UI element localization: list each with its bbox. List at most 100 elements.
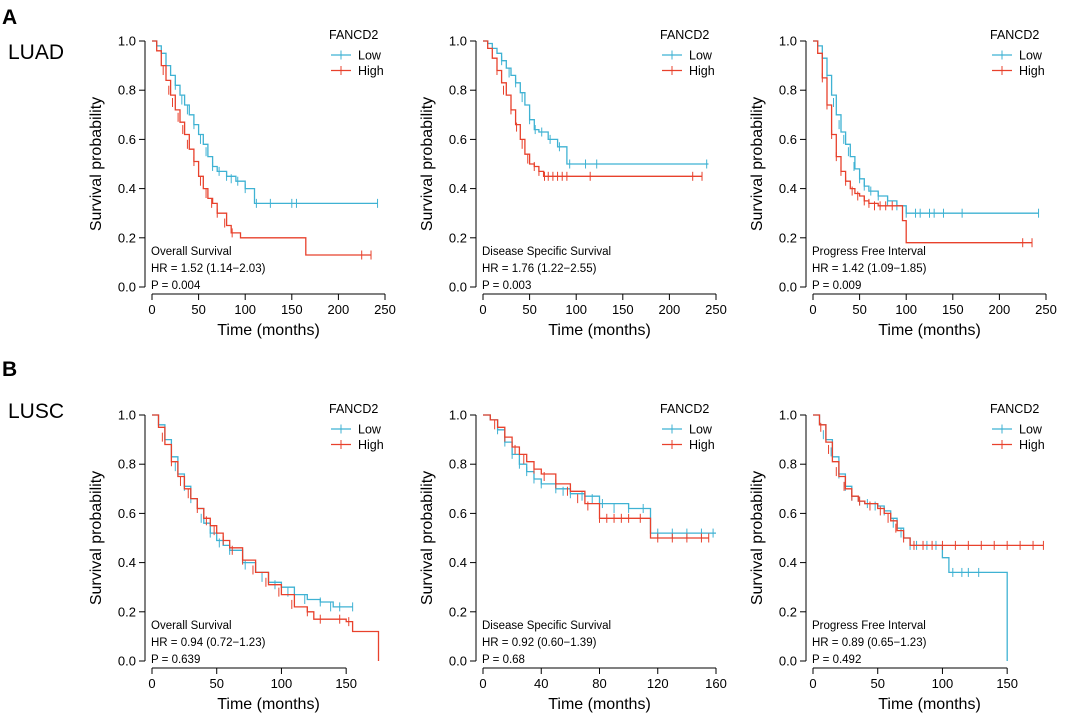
survival-curve-low [483, 40, 709, 165]
x-tick-label: 50 [522, 302, 536, 317]
legend-label-high: High [1019, 64, 1045, 78]
y-axis-title: Survival probability [419, 471, 436, 605]
survival-curve-low [813, 40, 1039, 214]
x-tick-label: 0 [148, 302, 155, 317]
panel-letter-a: A [2, 6, 17, 29]
y-tick-label: 0.0 [118, 654, 136, 669]
y-tick-label: 0.6 [118, 132, 136, 147]
x-tick-label: 120 [647, 676, 669, 691]
y-tick-label: 0.2 [118, 604, 136, 619]
x-tick-label: 50 [191, 302, 205, 317]
y-tick-label: 0.0 [779, 654, 797, 669]
cohort-label-lusc: LUSC [8, 400, 64, 423]
y-tick-label: 0.2 [118, 230, 136, 245]
survival-curve-high [152, 414, 380, 661]
survival-curve-low [483, 414, 716, 534]
y-tick-label: 0.4 [118, 555, 136, 570]
y-axis-title: Survival probability [419, 97, 436, 231]
panel-a-labels: A LUAD [2, 6, 64, 64]
x-tick-label: 160 [705, 676, 727, 691]
y-tick-label: 0.8 [449, 457, 467, 472]
legend-label-low: Low [689, 49, 713, 63]
survival-curve-low [152, 414, 353, 608]
km-plot-2: 0.0 0.2 0.4 0.6 0.8 1.0 0 50 100 150 200 250 Time (m… [419, 28, 727, 339]
hazard-ratio-label: HR = 0.94 (0.72−1.23) [151, 637, 266, 649]
km-plot-4: 0.0 0.2 0.4 0.6 0.8 1.0 0 50 100 150 Time (months)… [88, 402, 384, 713]
hazard-ratio-label: HR = 1.42 (1.09−1.85) [812, 263, 927, 275]
legend-label-high: High [1019, 438, 1045, 452]
x-tick-label: 100 [565, 302, 587, 317]
x-tick-label: 100 [895, 302, 917, 317]
x-tick-label: 0 [479, 676, 486, 691]
x-tick-label: 250 [1035, 302, 1057, 317]
survival-type-label: Progress Free Interval [812, 620, 926, 632]
y-axis-title: Survival probability [88, 471, 105, 605]
y-tick-label: 0.4 [779, 555, 797, 570]
y-tick-label: 0.4 [118, 181, 136, 196]
survival-type-label: Disease Specific Survival [482, 620, 611, 632]
legend-label-low: Low [1019, 423, 1043, 437]
x-tick-label: 150 [335, 676, 357, 691]
x-tick-label: 0 [148, 676, 155, 691]
x-tick-label: 250 [374, 302, 396, 317]
x-tick-label: 50 [852, 302, 866, 317]
legend-title: FANCD2 [660, 28, 709, 42]
x-axis-title: Time (months) [548, 696, 651, 713]
x-tick-label: 200 [989, 302, 1011, 317]
survival-type-label: Overall Survival [151, 246, 232, 258]
y-tick-label: 0.4 [449, 181, 467, 196]
y-tick-label: 0.0 [779, 280, 797, 295]
y-tick-label: 0.8 [118, 83, 136, 98]
p-value-label: P = 0.003 [482, 280, 531, 292]
p-value-label: P = 0.004 [151, 280, 201, 292]
x-tick-label: 0 [809, 676, 816, 691]
panel-b-labels: B LUSC [2, 358, 64, 423]
x-axis-title: Time (months) [878, 696, 981, 713]
hazard-ratio-label: HR = 0.92 (0.60−1.39) [482, 637, 597, 649]
x-axis-title: Time (months) [548, 322, 651, 339]
x-tick-label: 100 [932, 676, 954, 691]
y-tick-label: 0.2 [449, 230, 467, 245]
legend-label-low: Low [689, 423, 713, 437]
y-tick-label: 1.0 [779, 408, 797, 423]
x-axis-title: Time (months) [217, 696, 320, 713]
x-axis-title: Time (months) [878, 322, 981, 339]
x-axis-title: Time (months) [217, 322, 320, 339]
km-plot-6: 0.0 0.2 0.4 0.6 0.8 1.0 0 50 100 150 Time (months)… [749, 402, 1045, 713]
legend-label-low: Low [358, 423, 382, 437]
y-axis-title: Survival probability [749, 471, 766, 605]
y-axis-title: Survival probability [749, 97, 766, 231]
plots-group: 0.0 0.2 0.4 0.6 0.8 1.0 0 50 100 150 200 250 Time (m… [88, 28, 1057, 713]
y-tick-label: 0.6 [779, 506, 797, 521]
cohort-label-luad: LUAD [8, 41, 64, 64]
y-axis-title: Survival probability [88, 97, 105, 231]
survival-curve-low [152, 40, 378, 205]
x-tick-label: 150 [996, 676, 1018, 691]
x-tick-label: 50 [870, 676, 884, 691]
legend-title: FANCD2 [660, 402, 709, 416]
hazard-ratio-label: HR = 1.76 (1.22−2.55) [482, 263, 597, 275]
y-tick-label: 0.4 [779, 181, 797, 196]
y-tick-label: 0.6 [779, 132, 797, 147]
x-tick-label: 150 [612, 302, 634, 317]
y-tick-label: 1.0 [449, 34, 467, 49]
x-tick-label: 200 [328, 302, 350, 317]
km-plot-3: 0.0 0.2 0.4 0.6 0.8 1.0 0 50 100 150 200 250 Time (m… [749, 28, 1057, 339]
p-value-label: P = 0.68 [482, 654, 525, 666]
y-tick-label: 1.0 [779, 34, 797, 49]
y-tick-label: 0.2 [449, 604, 467, 619]
y-tick-label: 0.8 [118, 457, 136, 472]
x-tick-label: 200 [659, 302, 681, 317]
x-tick-label: 50 [209, 676, 223, 691]
legend-label-high: High [358, 64, 384, 78]
y-tick-label: 0.0 [449, 280, 467, 295]
legend-title: FANCD2 [329, 28, 378, 42]
survival-curve-high [483, 414, 709, 539]
km-plot-5: 0.0 0.2 0.4 0.6 0.8 1.0 0 40 80 120 160 Time (month… [419, 402, 727, 713]
y-tick-label: 0.0 [449, 654, 467, 669]
km-plot-1: 0.0 0.2 0.4 0.6 0.8 1.0 0 50 100 150 200 250 Time (m… [88, 28, 396, 339]
survival-curve-high [152, 40, 371, 256]
y-tick-label: 0.2 [779, 230, 797, 245]
hazard-ratio-label: HR = 1.52 (1.14−2.03) [151, 263, 266, 275]
legend-label-high: High [358, 438, 384, 452]
